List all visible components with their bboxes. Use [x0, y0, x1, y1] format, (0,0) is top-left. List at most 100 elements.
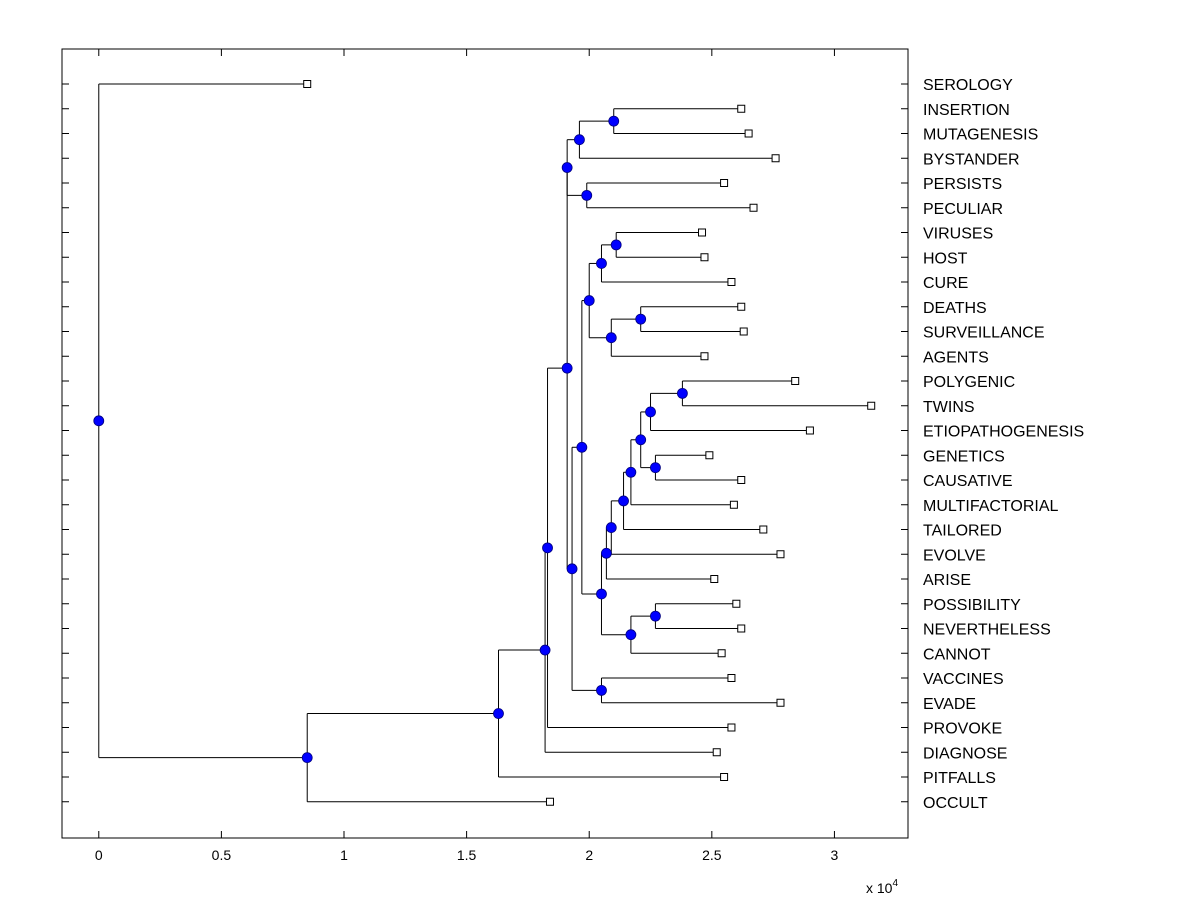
leaf-label-insertion: INSERTION: [923, 102, 1010, 119]
leaf-marker-surveillance: [739, 327, 748, 336]
x-tick-label-2: 2: [585, 847, 593, 863]
leaf-marker-possibility: [732, 599, 741, 608]
leaf-label-causative: CAUSATIVE: [923, 473, 1013, 490]
leaf-label-bystander: BYSTANDER: [923, 151, 1020, 168]
node-marker-n_plus_tailored: [618, 495, 629, 507]
node-marker-n_vac_eva: [596, 684, 607, 696]
node-marker-n_plus_multi: [625, 466, 637, 478]
y-axis-ticks: [62, 83, 908, 803]
node-marker-n_upper_all: [561, 362, 573, 374]
node-marker-n_vir_host: [610, 239, 622, 251]
leaf-marker-viruses: [698, 228, 707, 237]
leaf-marker-cure: [727, 278, 736, 286]
leaf-label-evolve: EVOLVE: [923, 547, 986, 564]
leaf-label-genetics: GENETICS: [923, 448, 1005, 465]
node-marker-n_per_pec: [581, 189, 593, 201]
leaf-label-viruses: VIRUSES: [923, 226, 993, 243]
node-marker-n_ins_mut: [608, 115, 620, 127]
node-marker-root: [93, 415, 105, 427]
leaf-label-evade: EVADE: [923, 696, 976, 713]
leaf-marker-mutagenesis: [744, 129, 753, 138]
node-marker-n_gen_cau: [650, 462, 661, 474]
x-axis-ticks: 0 0.5 1 1.5 2 2.5 3: [95, 49, 839, 863]
leaf-markers: [303, 80, 876, 806]
node-marker-n_ins_mut_bys: [574, 134, 585, 146]
leaf-label-possibility: POSSIBILITY: [923, 597, 1021, 614]
x-tick-label-2-5: 2.5: [702, 847, 722, 863]
leaf-label-persists: PERSISTS: [923, 176, 1002, 193]
node-marker-n_middle_group: [596, 588, 607, 600]
leaf-label-cannot: CANNOT: [923, 646, 991, 663]
node-marker-n_genetics_group: [635, 434, 647, 446]
node-marker-n_top_group: [561, 162, 573, 173]
node-marker-n_plus_evolve: [605, 522, 617, 533]
node-marker-n_plus_pitfalls: [493, 708, 504, 719]
leaf-marker-bystander: [771, 154, 780, 163]
leaf-marker-twins: [867, 401, 876, 410]
leaf-marker-polygenic: [791, 377, 800, 385]
leaf-marker-diagnose: [712, 748, 721, 757]
node-marker-n_pos_nev_can: [625, 629, 637, 641]
leaf-label-pitfalls: PITFALLS: [923, 770, 996, 787]
x-axis-multiplier-base: x 10: [866, 880, 893, 896]
leaf-marker-peculiar: [749, 203, 758, 212]
x-tick-label-1-5: 1.5: [457, 847, 477, 863]
plot-frame: [61, 48, 909, 839]
leaf-label-nevertheless: NEVERTHELESS: [923, 622, 1051, 639]
leaf-marker-pitfalls: [720, 773, 729, 781]
leaf-marker-vaccines: [727, 674, 736, 682]
x-axis-multiplier-exponent: 4: [892, 878, 898, 889]
leaf-label-polygenic: POLYGENIC: [923, 374, 1015, 391]
leaf-marker-etiopathogenesis: [805, 426, 814, 435]
leaf-marker-genetics: [705, 451, 714, 460]
node-marker-n_plus_diagnose: [539, 644, 551, 656]
leaf-marker-occult: [545, 797, 554, 806]
leaf-label-deaths: DEATHS: [923, 300, 987, 317]
node-marker-n_vir_host_cure: [596, 258, 607, 269]
leaf-marker-insertion: [737, 104, 746, 113]
leaf-label-peculiar: PECULIAR: [923, 201, 1003, 218]
leaf-marker-nevertheless: [737, 624, 746, 633]
leaf-marker-persists: [720, 179, 729, 187]
leaf-label-vaccines: VACCINES: [923, 671, 1004, 688]
leaf-label-serology: SEROLOGY: [923, 77, 1013, 94]
leaf-label-twins: TWINS: [923, 399, 975, 416]
leaf-marker-cannot: [717, 649, 726, 658]
leaf-marker-tailored: [759, 525, 768, 534]
x-tick-label-0-5: 0.5: [212, 847, 232, 863]
leaf-marker-provoke: [727, 723, 736, 732]
x-axis-multiplier: x 104: [866, 878, 898, 896]
leaf-marker-evolve: [776, 550, 785, 559]
leaf-marker-arise: [710, 575, 719, 583]
leaf-label-provoke: PROVOKE: [923, 721, 1002, 738]
leaf-marker-host: [700, 253, 709, 262]
node-marker-n_pos_nev: [650, 610, 661, 622]
leaf-label-mutagenesis: MUTAGENESIS: [923, 127, 1038, 144]
node-markers: [93, 115, 688, 764]
leaf-label-tailored: TAILORED: [923, 523, 1002, 540]
node-marker-n_pol_twi: [677, 387, 688, 399]
leaf-label-occult: OCCULT: [923, 795, 988, 812]
node-marker-n_dea_sur: [635, 313, 647, 325]
leaf-label-multifactorial: MULTIFACTORIAL: [923, 498, 1059, 515]
leaf-marker-deaths: [737, 302, 746, 311]
node-marker-n_virus_middle: [576, 441, 588, 453]
leaf-marker-causative: [737, 476, 746, 484]
node-marker-n_pol_twi_eti: [645, 406, 656, 418]
leaf-label-host: HOST: [923, 250, 968, 267]
leaf-label-arise: ARISE: [923, 572, 971, 589]
leaf-label-agents: AGENTS: [923, 349, 989, 366]
leaf-marker-multifactorial: [729, 500, 738, 509]
node-marker-n_plus_occult: [301, 752, 313, 764]
leaf-label-etiopathogenesis: ETIOPATHOGENESIS: [923, 424, 1084, 441]
x-tick-label-3: 3: [831, 847, 839, 863]
x-tick-label-1: 1: [340, 847, 348, 863]
leaf-label-surveillance: SURVEILLANCE: [923, 325, 1045, 342]
node-marker-n_main_vac: [566, 563, 578, 575]
leaf-label-diagnose: DIAGNOSE: [923, 745, 1007, 762]
node-marker-n_dea_sur_age: [605, 332, 617, 344]
node-marker-n_plus_provoke: [542, 542, 553, 554]
x-tick-label-0: 0: [95, 847, 103, 863]
node-marker-n_plus_arise: [600, 547, 612, 559]
